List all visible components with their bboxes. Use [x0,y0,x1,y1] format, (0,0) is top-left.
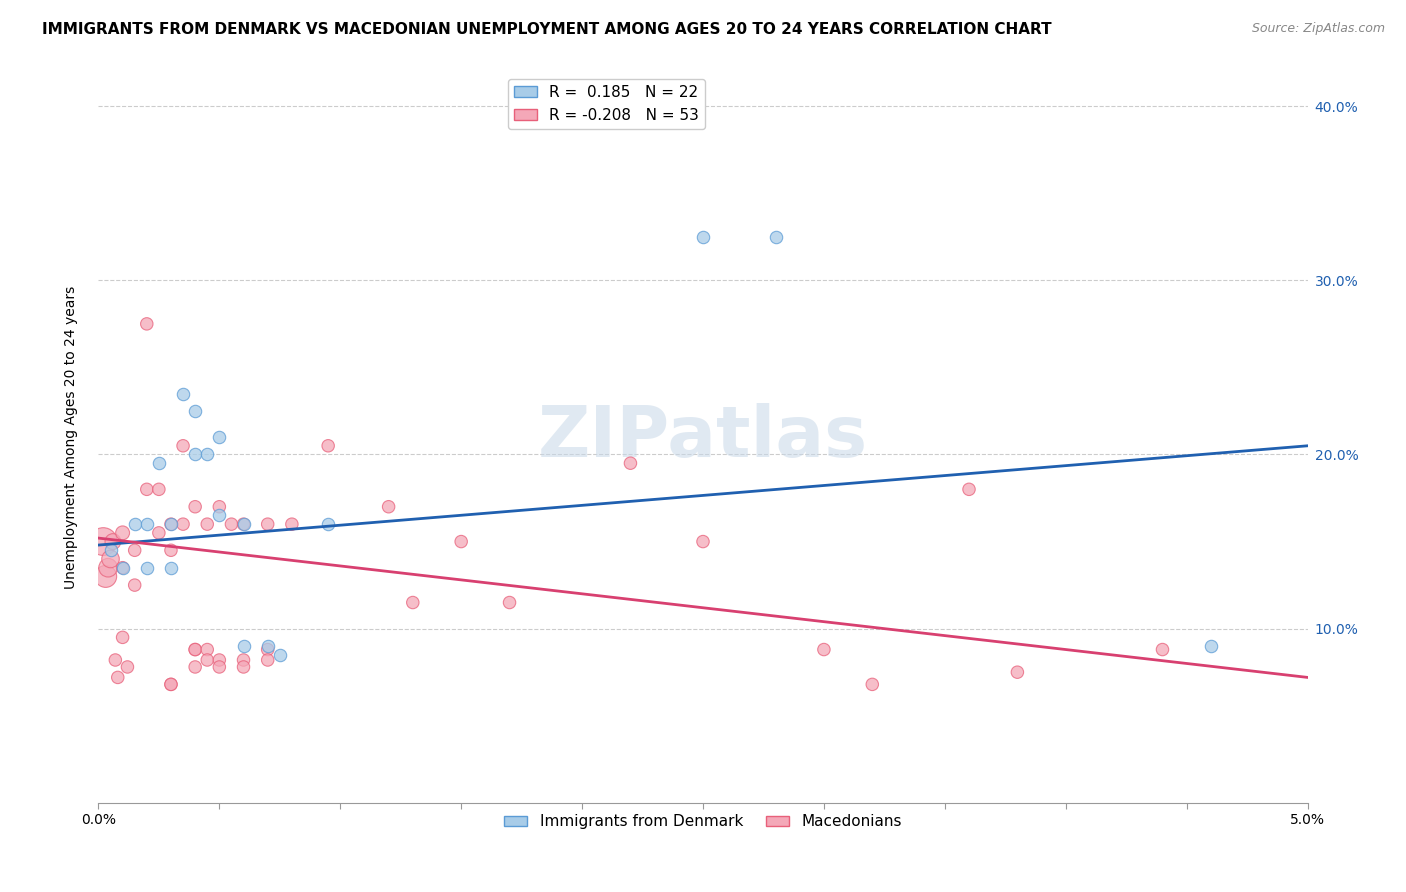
Point [813,642,835,657]
Point [221,517,243,532]
Point [232,517,254,532]
Point [860,677,883,691]
Point [184,500,207,514]
Point [172,517,194,532]
Point [94,569,117,583]
Point [281,517,304,532]
Point [111,631,134,645]
Point [256,642,278,657]
Point [135,483,157,497]
Point [208,508,231,523]
Point [160,677,183,691]
Point [184,642,207,657]
Point [100,552,122,566]
Point [135,317,157,331]
Point [232,653,254,667]
Point [107,670,129,684]
Point [195,642,218,657]
Point [172,439,194,453]
Point [232,639,254,653]
Point [692,229,714,244]
Point [91,534,114,549]
Point [124,578,146,592]
Point [111,560,134,574]
Point [160,560,183,574]
Point [195,448,218,462]
Point [1199,639,1222,653]
Point [172,386,194,401]
Point [232,660,254,674]
Text: ZIPatlas: ZIPatlas [538,402,868,472]
Point [450,534,472,549]
Point [160,517,183,532]
Point [619,456,641,470]
Point [148,483,170,497]
Point [104,653,127,667]
Point [184,660,207,674]
Point [148,525,170,540]
Y-axis label: Unemployment Among Ages 20 to 24 years: Unemployment Among Ages 20 to 24 years [63,285,77,589]
Point [1152,642,1174,657]
Point [124,517,146,532]
Point [111,525,134,540]
Point [184,642,207,657]
Point [117,660,139,674]
Point [208,500,231,514]
Point [148,456,170,470]
Point [316,439,339,453]
Text: Source: ZipAtlas.com: Source: ZipAtlas.com [1251,22,1385,36]
Point [269,648,291,662]
Point [184,448,207,462]
Point [765,229,787,244]
Point [498,595,520,609]
Point [1007,665,1029,680]
Point [97,560,120,574]
Point [316,517,339,532]
Point [160,543,183,558]
Point [124,543,146,558]
Point [195,653,218,667]
Point [100,543,122,558]
Legend: Immigrants from Denmark, Macedonians: Immigrants from Denmark, Macedonians [498,808,908,836]
Point [135,517,157,532]
Point [256,517,278,532]
Point [111,560,134,574]
Point [256,639,278,653]
Point [208,660,231,674]
Point [232,517,254,532]
Point [692,534,714,549]
Point [256,653,278,667]
Point [208,430,231,444]
Point [135,560,157,574]
Point [160,517,183,532]
Text: IMMIGRANTS FROM DENMARK VS MACEDONIAN UNEMPLOYMENT AMONG AGES 20 TO 24 YEARS COR: IMMIGRANTS FROM DENMARK VS MACEDONIAN UN… [42,22,1052,37]
Point [184,404,207,418]
Point [377,500,399,514]
Point [101,534,124,549]
Point [160,677,183,691]
Point [957,483,980,497]
Point [402,595,425,609]
Point [195,517,218,532]
Point [208,653,231,667]
